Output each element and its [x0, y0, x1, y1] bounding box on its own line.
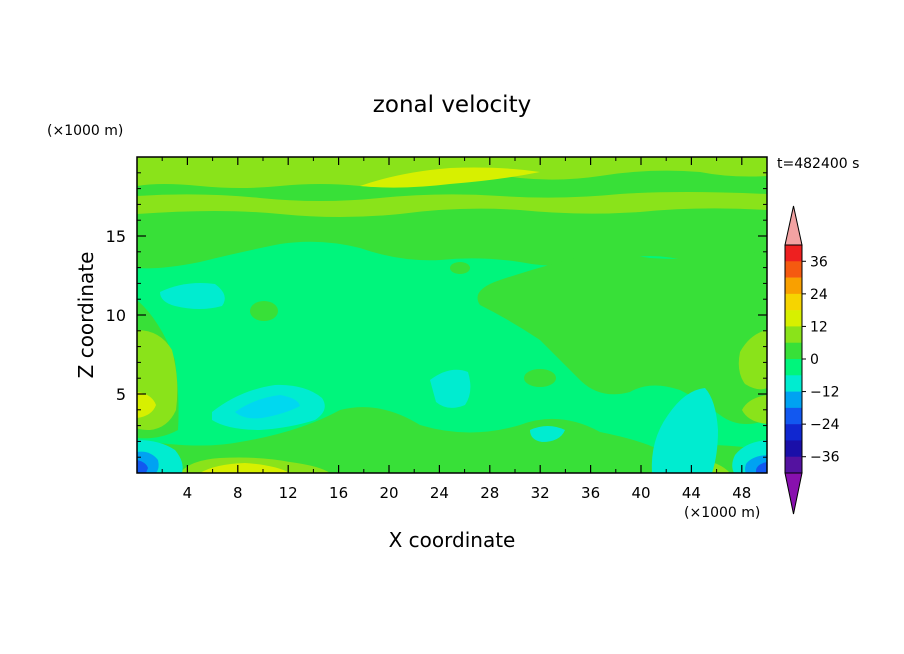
x-tick-label: 4 [183, 484, 193, 502]
contour-cyan-core [235, 395, 300, 419]
y-tick-label: 5 [116, 385, 126, 404]
colorbar-swatch [785, 440, 802, 458]
y-unit-label: (×1000 m) [47, 123, 123, 139]
contour-cyan-left-upper [160, 283, 225, 309]
contour-top-yellow [360, 167, 540, 188]
colorbar-tick-label: −12 [810, 385, 840, 401]
colorbar-swatch [785, 407, 802, 425]
x-tick-label: 16 [329, 484, 348, 502]
colorbar-tick-label: 24 [810, 287, 828, 303]
colorbar-swatch [785, 293, 802, 311]
contour-left-side-yellow [137, 392, 156, 418]
colorbar-swatch [785, 326, 802, 344]
contour-cyan-small [530, 426, 565, 442]
velocity-field [137, 157, 767, 473]
contour-cyan-mid [430, 369, 471, 408]
x-tick-label: 20 [379, 484, 398, 502]
contour-cyan-right [651, 388, 718, 473]
colorbar-swatch [785, 391, 802, 409]
colorbar-under-triangle [784, 472, 803, 515]
colorbar-swatch [785, 245, 802, 262]
y-axis-title: Z coordinate [74, 252, 98, 379]
colorbar-tick-label: 36 [810, 254, 828, 270]
x-tick-label: 48 [732, 484, 751, 502]
y-tick-label: 15 [106, 227, 126, 246]
contour-blue-left-core [137, 460, 148, 473]
contour-upper-band [137, 157, 767, 269]
colorbar-swatch [785, 456, 802, 474]
chart-title: zonal velocity [373, 92, 531, 118]
x-tick-label: 32 [531, 484, 550, 502]
colorbar-swatch [785, 342, 802, 360]
x-unit-label: (×1000 m) [684, 505, 760, 521]
x-tick-label: 24 [430, 484, 449, 502]
x-tick-label: 44 [682, 484, 701, 502]
colorbar-tick-label: 12 [810, 319, 828, 335]
contour-bottom-green [137, 407, 767, 473]
colorbar: 36 24 12 0 −12 −24 −36 [784, 205, 840, 515]
contour-blue-right-core [756, 462, 767, 473]
contour-small-green-2 [524, 369, 556, 387]
colorbar-swatch [785, 424, 802, 441]
y-axis-ticks: 5 10 15 [106, 172, 767, 458]
colorbar-over-triangle [784, 205, 803, 246]
time-label: t=482400 s [777, 156, 859, 172]
contour-small-green-1 [250, 301, 278, 321]
y-tick-label: 10 [106, 306, 126, 325]
contour-right-side [738, 330, 767, 390]
colorbar-swatch [785, 310, 802, 327]
colorbar-swatch [785, 375, 802, 392]
colorbar-swatch [785, 359, 802, 376]
x-tick-label: 40 [631, 484, 650, 502]
contour-right-side-b [742, 395, 767, 424]
contour-right-interior [477, 250, 767, 424]
x-axis-ticks: 4 8 12 16 20 24 28 32 36 40 44 48 [161, 157, 751, 502]
contour-top-layer-b [137, 192, 767, 217]
contour-surface-jet-yellow [200, 463, 290, 473]
x-axis-title: X coordinate [389, 528, 516, 552]
x-tick-label: 36 [581, 484, 600, 502]
colorbar-tick-label: 0 [810, 352, 819, 368]
x-tick-label: 8 [233, 484, 243, 502]
colorbar-swatch [785, 277, 802, 295]
colorbar-tick-label: −36 [810, 450, 840, 466]
x-tick-label: 12 [279, 484, 298, 502]
x-tick-label: 28 [480, 484, 499, 502]
colorbar-tick-label: −24 [810, 417, 840, 433]
contour-small-green-3 [450, 262, 470, 274]
colorbar-swatch [785, 261, 802, 278]
